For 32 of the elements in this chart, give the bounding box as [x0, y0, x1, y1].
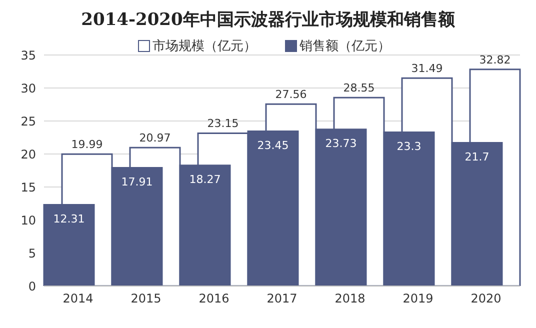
- y-tick-label: 25: [20, 114, 36, 128]
- data-label: 28.55: [343, 82, 375, 95]
- x-tick-label: 2016: [198, 292, 230, 306]
- data-label: 18.27: [189, 173, 221, 186]
- x-tick-label: 2017: [266, 292, 298, 306]
- x-tick-label: 2015: [130, 292, 162, 306]
- y-tick-label: 30: [20, 81, 36, 96]
- data-label: 17.91: [121, 176, 153, 189]
- data-label: 31.49: [411, 62, 443, 76]
- data-label: 21.7: [464, 150, 490, 164]
- y-tick-label: 0: [28, 279, 36, 294]
- data-label: 23.45: [257, 139, 289, 152]
- data-label: 23.15: [207, 117, 239, 130]
- x-tick-label: 2020: [470, 292, 502, 306]
- data-label: 32.82: [479, 53, 511, 66]
- y-tick-label: 20: [20, 147, 36, 162]
- y-tick-label: 35: [20, 48, 36, 62]
- legend-label: 销售额（亿元）: [298, 38, 390, 55]
- x-tick-label: 2014: [62, 292, 94, 306]
- chart-title: 2014-2020年中国示波器行业市场规模和销售额: [80, 9, 456, 31]
- x-tick-label: 2018: [334, 292, 366, 306]
- data-label: 12.31: [53, 212, 85, 226]
- data-label: 23.73: [325, 137, 357, 150]
- data-label: 27.56: [275, 88, 307, 102]
- data-label: 20.97: [139, 132, 171, 145]
- data-label: 19.99: [71, 138, 103, 152]
- y-tick-label: 15: [20, 180, 36, 194]
- legend-label: 市场规模（亿元）: [152, 38, 256, 55]
- data-label: 23.3: [396, 140, 422, 154]
- y-tick-label: 5: [28, 246, 36, 260]
- y-tick-label: 10: [20, 213, 36, 228]
- x-tick-label: 2019: [402, 292, 434, 306]
